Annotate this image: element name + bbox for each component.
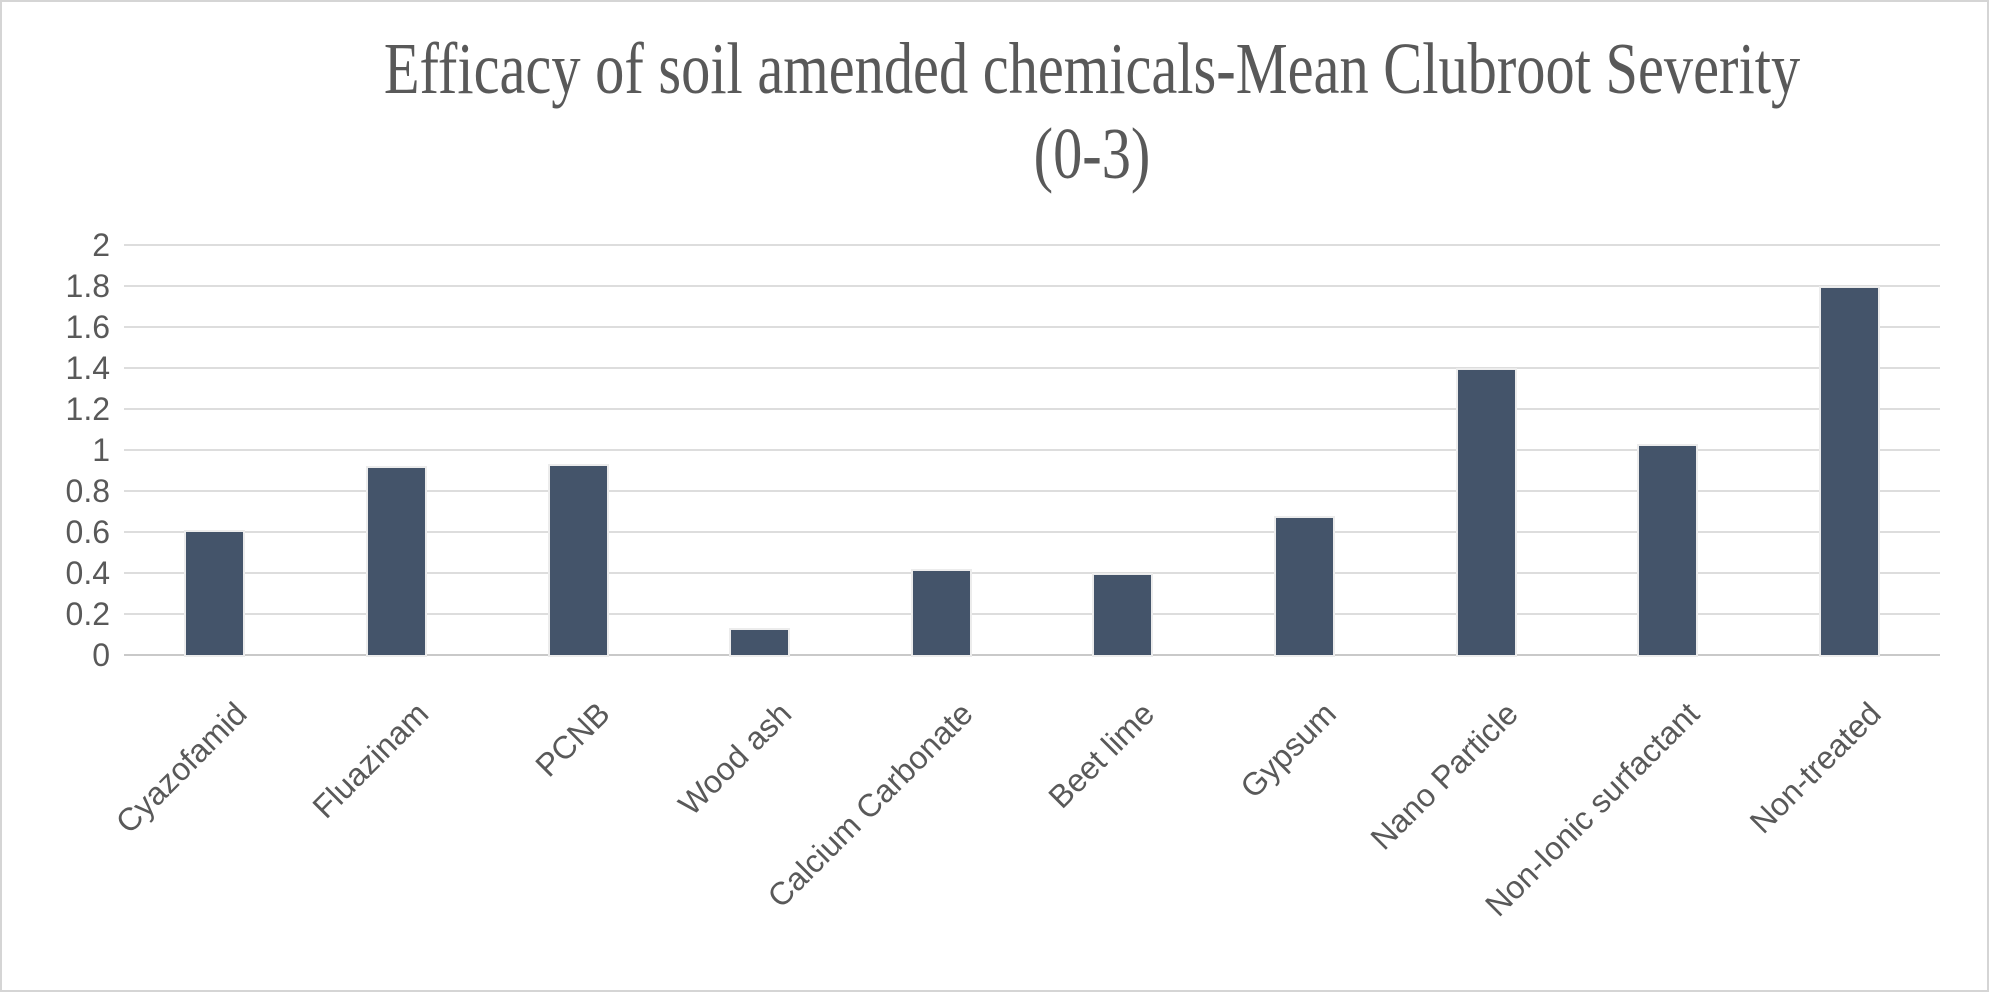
x-category-label: PCNB bbox=[528, 695, 617, 784]
x-category-label: Nano Particle bbox=[1363, 695, 1525, 857]
y-tick-label: 0.2 bbox=[65, 596, 110, 632]
x-category-label: Wood ash bbox=[671, 695, 799, 823]
gridline bbox=[124, 449, 1940, 451]
gridline bbox=[124, 490, 1940, 492]
bar-non-ionic-surfactant bbox=[1637, 443, 1699, 657]
bar-non-treated bbox=[1818, 286, 1880, 657]
bar-nano-particle bbox=[1455, 368, 1517, 657]
y-tick-label: 1.6 bbox=[65, 309, 110, 345]
gridline bbox=[124, 408, 1940, 410]
y-tick-label: 0 bbox=[92, 637, 110, 673]
y-tick-label: 1.2 bbox=[65, 391, 110, 427]
gridline bbox=[124, 326, 1940, 328]
gridline bbox=[124, 367, 1940, 369]
chart-title-line1: Efficacy of soil amended chemicals-Mean … bbox=[383, 28, 1801, 109]
y-tick-label: 1 bbox=[92, 432, 110, 468]
y-tick-label: 0.4 bbox=[65, 555, 110, 591]
chart-title: Efficacy of soil amended chemicals-Mean … bbox=[384, 26, 1800, 196]
gridline bbox=[124, 244, 1940, 246]
bar-wood-ash bbox=[729, 628, 791, 657]
x-category-label: Calcium Carbonate bbox=[760, 695, 980, 915]
x-category-label: Non-treated bbox=[1743, 695, 1888, 841]
y-tick-label: 1.4 bbox=[65, 350, 110, 386]
gridline bbox=[124, 285, 1940, 287]
x-category-label: Cyazofamid bbox=[108, 695, 254, 841]
x-category-label: Gypsum bbox=[1233, 695, 1344, 805]
x-category-label: Fluazinam bbox=[305, 695, 436, 826]
gridline bbox=[124, 613, 1940, 615]
y-tick-label: 2 bbox=[92, 227, 110, 263]
y-tick-label: 1.8 bbox=[65, 268, 110, 304]
bar-cyazofamid bbox=[184, 530, 246, 657]
bar-beet-lime bbox=[1092, 573, 1154, 657]
bar-fluazinam bbox=[365, 466, 427, 657]
x-category-label: Beet lime bbox=[1041, 695, 1162, 816]
y-tick-label: 0.6 bbox=[65, 514, 110, 550]
x-axis-line bbox=[124, 654, 1940, 656]
bar-calcium-carbonate bbox=[910, 568, 972, 657]
chart-title-line2: (0-3) bbox=[1033, 113, 1151, 194]
bar-gypsum bbox=[1273, 515, 1335, 657]
gridline bbox=[124, 572, 1940, 574]
bar-pcnb bbox=[547, 464, 609, 657]
gridline bbox=[124, 531, 1940, 533]
y-tick-label: 0.8 bbox=[65, 473, 110, 509]
